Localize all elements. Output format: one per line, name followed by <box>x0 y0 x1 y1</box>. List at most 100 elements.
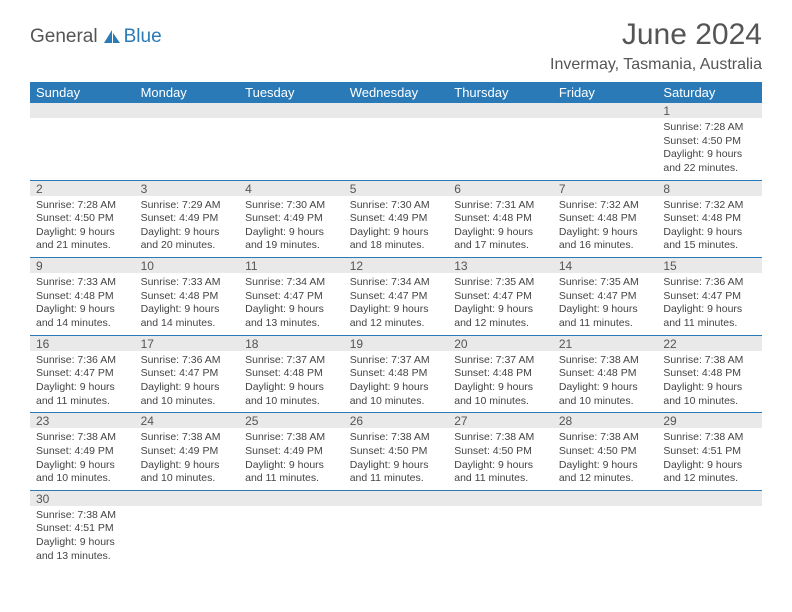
sunset-text: Sunset: 4:48 PM <box>36 290 129 304</box>
sunrise-text: Sunrise: 7:37 AM <box>245 354 338 368</box>
sunrise-text: Sunrise: 7:38 AM <box>559 431 652 445</box>
day-details: Sunrise: 7:35 AMSunset: 4:47 PMDaylight:… <box>553 274 658 335</box>
calendar-day-cell: 1Sunrise: 7:28 AMSunset: 4:50 PMDaylight… <box>657 103 762 180</box>
day2-text: and 10 minutes. <box>663 395 756 409</box>
sunset-text: Sunset: 4:51 PM <box>36 522 129 536</box>
day-number: 3 <box>135 181 240 197</box>
sunset-text: Sunset: 4:47 PM <box>350 290 443 304</box>
sunrise-text: Sunrise: 7:35 AM <box>454 276 547 290</box>
day1-text: Daylight: 9 hours <box>454 459 547 473</box>
sunrise-text: Sunrise: 7:32 AM <box>559 199 652 213</box>
day-details: Sunrise: 7:38 AMSunset: 4:51 PMDaylight:… <box>30 507 135 568</box>
calendar-table: Sunday Monday Tuesday Wednesday Thursday… <box>30 82 762 567</box>
sunset-text: Sunset: 4:48 PM <box>350 367 443 381</box>
sunset-text: Sunset: 4:49 PM <box>141 212 234 226</box>
day-number: 19 <box>344 336 449 352</box>
day-number: 24 <box>135 413 240 429</box>
day2-text: and 20 minutes. <box>141 239 234 253</box>
day-number: 28 <box>553 413 658 429</box>
calendar-day-cell: 11Sunrise: 7:34 AMSunset: 4:47 PMDayligh… <box>239 258 344 336</box>
day-details: Sunrise: 7:38 AMSunset: 4:49 PMDaylight:… <box>135 429 240 490</box>
day2-text: and 10 minutes. <box>141 472 234 486</box>
day2-text: and 10 minutes. <box>559 395 652 409</box>
sunrise-text: Sunrise: 7:36 AM <box>663 276 756 290</box>
sunrise-text: Sunrise: 7:38 AM <box>559 354 652 368</box>
sunset-text: Sunset: 4:48 PM <box>559 212 652 226</box>
calendar-week-row: 9Sunrise: 7:33 AMSunset: 4:48 PMDaylight… <box>30 258 762 336</box>
day2-text: and 10 minutes. <box>454 395 547 409</box>
sunrise-text: Sunrise: 7:38 AM <box>36 431 129 445</box>
calendar-week-row: . . . . . .1Sunrise: 7:28 AMSunset: 4:50… <box>30 103 762 180</box>
day2-text: and 11 minutes. <box>663 317 756 331</box>
calendar-day-cell: 5Sunrise: 7:30 AMSunset: 4:49 PMDaylight… <box>344 180 449 258</box>
day-number: 18 <box>239 336 344 352</box>
calendar-day-cell: 22Sunrise: 7:38 AMSunset: 4:48 PMDayligh… <box>657 335 762 413</box>
day1-text: Daylight: 9 hours <box>350 381 443 395</box>
sunrise-text: Sunrise: 7:38 AM <box>663 431 756 445</box>
col-friday: Friday <box>553 82 658 103</box>
calendar-day-cell: 24Sunrise: 7:38 AMSunset: 4:49 PMDayligh… <box>135 413 240 491</box>
day-details: Sunrise: 7:36 AMSunset: 4:47 PMDaylight:… <box>657 274 762 335</box>
day-number: 22 <box>657 336 762 352</box>
sunrise-text: Sunrise: 7:33 AM <box>36 276 129 290</box>
sunset-text: Sunset: 4:48 PM <box>663 212 756 226</box>
day-number: 21 <box>553 336 658 352</box>
sunset-text: Sunset: 4:47 PM <box>36 367 129 381</box>
col-monday: Monday <box>135 82 240 103</box>
calendar-day-cell: 20Sunrise: 7:37 AMSunset: 4:48 PMDayligh… <box>448 335 553 413</box>
day1-text: Daylight: 9 hours <box>559 303 652 317</box>
day-number: 25 <box>239 413 344 429</box>
sunrise-text: Sunrise: 7:38 AM <box>245 431 338 445</box>
day-number: 1 <box>657 103 762 119</box>
sunrise-text: Sunrise: 7:35 AM <box>559 276 652 290</box>
sunrise-text: Sunrise: 7:28 AM <box>36 199 129 213</box>
day-details: Sunrise: 7:37 AMSunset: 4:48 PMDaylight:… <box>344 352 449 413</box>
day-number: 27 <box>448 413 553 429</box>
day-number: 8 <box>657 181 762 197</box>
calendar-day-cell: 12Sunrise: 7:34 AMSunset: 4:47 PMDayligh… <box>344 258 449 336</box>
calendar-day-cell: 19Sunrise: 7:37 AMSunset: 4:48 PMDayligh… <box>344 335 449 413</box>
day2-text: and 11 minutes. <box>350 472 443 486</box>
day1-text: Daylight: 9 hours <box>350 459 443 473</box>
sunrise-text: Sunrise: 7:30 AM <box>245 199 338 213</box>
sunset-text: Sunset: 4:49 PM <box>245 212 338 226</box>
day-details: Sunrise: 7:38 AMSunset: 4:49 PMDaylight:… <box>30 429 135 490</box>
day1-text: Daylight: 9 hours <box>245 381 338 395</box>
calendar-day-cell: 27Sunrise: 7:38 AMSunset: 4:50 PMDayligh… <box>448 413 553 491</box>
sail-icon <box>102 28 122 46</box>
sunset-text: Sunset: 4:50 PM <box>36 212 129 226</box>
calendar-day-cell: 21Sunrise: 7:38 AMSunset: 4:48 PMDayligh… <box>553 335 658 413</box>
day-details: Sunrise: 7:32 AMSunset: 4:48 PMDaylight:… <box>657 197 762 258</box>
day-number: 4 <box>239 181 344 197</box>
calendar-day-cell: 9Sunrise: 7:33 AMSunset: 4:48 PMDaylight… <box>30 258 135 336</box>
calendar-day-cell: . <box>553 103 658 180</box>
day-details: Sunrise: 7:35 AMSunset: 4:47 PMDaylight:… <box>448 274 553 335</box>
day2-text: and 10 minutes. <box>36 472 129 486</box>
sunrise-text: Sunrise: 7:34 AM <box>245 276 338 290</box>
sunrise-text: Sunrise: 7:38 AM <box>141 431 234 445</box>
sunrise-text: Sunrise: 7:36 AM <box>141 354 234 368</box>
day-details: Sunrise: 7:30 AMSunset: 4:49 PMDaylight:… <box>239 197 344 258</box>
day-number: 15 <box>657 258 762 274</box>
sunset-text: Sunset: 4:47 PM <box>559 290 652 304</box>
sunrise-text: Sunrise: 7:32 AM <box>663 199 756 213</box>
sunrise-text: Sunrise: 7:30 AM <box>350 199 443 213</box>
day-number: 10 <box>135 258 240 274</box>
day2-text: and 11 minutes. <box>36 395 129 409</box>
header: General Blue June 2024 Invermay, Tasmani… <box>30 18 762 74</box>
calendar-day-cell: 18Sunrise: 7:37 AMSunset: 4:48 PMDayligh… <box>239 335 344 413</box>
calendar-day-cell: 3Sunrise: 7:29 AMSunset: 4:49 PMDaylight… <box>135 180 240 258</box>
day2-text: and 12 minutes. <box>454 317 547 331</box>
sunrise-text: Sunrise: 7:33 AM <box>141 276 234 290</box>
day-details: Sunrise: 7:32 AMSunset: 4:48 PMDaylight:… <box>553 197 658 258</box>
day1-text: Daylight: 9 hours <box>350 226 443 240</box>
day1-text: Daylight: 9 hours <box>245 459 338 473</box>
day-number: 2 <box>30 181 135 197</box>
calendar-day-cell: . <box>344 103 449 180</box>
calendar-day-cell: 6Sunrise: 7:31 AMSunset: 4:48 PMDaylight… <box>448 180 553 258</box>
weekday-header-row: Sunday Monday Tuesday Wednesday Thursday… <box>30 82 762 103</box>
day1-text: Daylight: 9 hours <box>454 381 547 395</box>
day2-text: and 11 minutes. <box>559 317 652 331</box>
day1-text: Daylight: 9 hours <box>36 226 129 240</box>
sunrise-text: Sunrise: 7:38 AM <box>350 431 443 445</box>
